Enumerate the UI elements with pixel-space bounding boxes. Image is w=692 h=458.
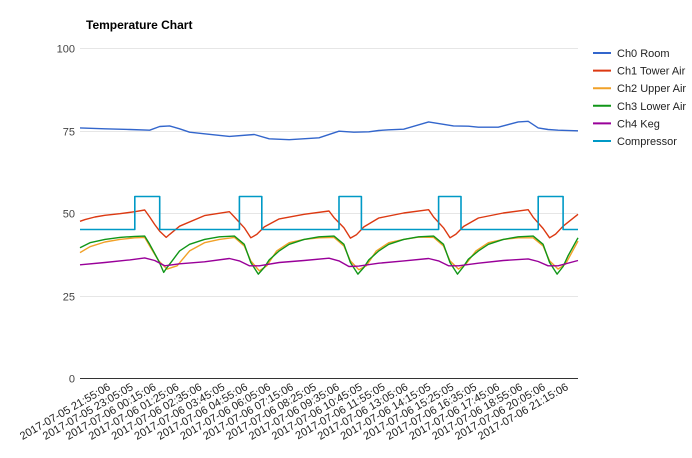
series-line-ch4-keg (79, 257, 579, 268)
legend-entry[interactable]: Ch4 Keg (617, 118, 660, 130)
y-tick-label: 50 (63, 209, 75, 221)
legend-entry[interactable]: Ch2 Upper Air (617, 83, 686, 95)
y-axis-ticks: 0 25 50 75 100 (57, 44, 75, 386)
y-tick-label: 75 (63, 127, 75, 139)
series-line-ch1-tower-air (79, 208, 579, 239)
series-line-ch3-lower-air (79, 235, 579, 275)
legend-entry[interactable]: Ch1 Tower Air (617, 66, 686, 78)
legend-entry[interactable]: Ch3 Lower Air (617, 101, 686, 113)
legend-entry[interactable]: Ch0 Room (617, 48, 670, 60)
y-tick-label: 100 (57, 44, 75, 56)
y-tick-label: 25 (63, 292, 75, 304)
series-lines (79, 120, 579, 275)
legend-entry[interactable]: Compressor (617, 136, 677, 148)
chart-title: Temperature Chart (86, 18, 192, 32)
series-line-compressor (80, 195, 578, 231)
series-line-ch0-room (79, 120, 579, 141)
grid-lines (80, 48, 578, 379)
y-tick-label: 0 (69, 374, 75, 386)
legend: Ch0 Room Ch1 Tower Air Ch2 Upper Air Ch3 Lo… (593, 48, 686, 148)
